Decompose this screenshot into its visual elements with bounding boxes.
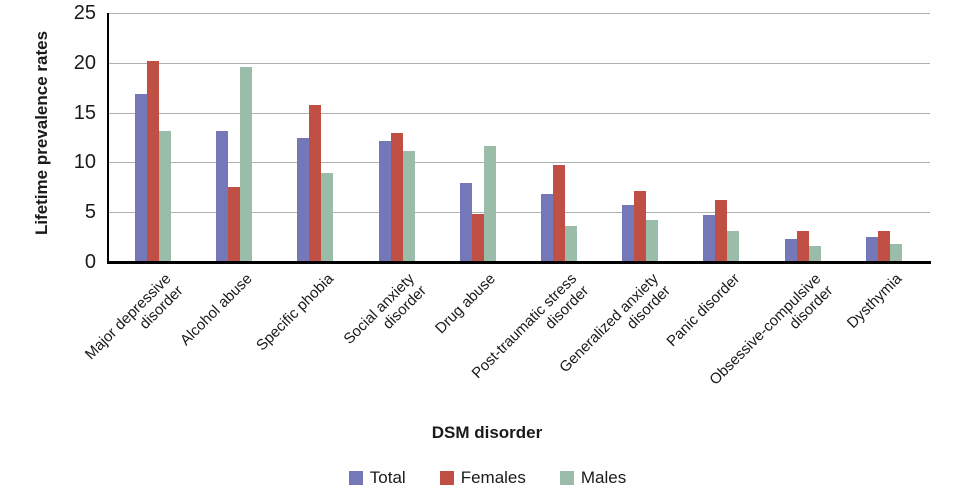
- bar-females: [390, 132, 403, 262]
- bar-males: [646, 220, 659, 262]
- bar-total: [622, 205, 635, 262]
- bar-females: [147, 60, 159, 262]
- bar-total: [297, 137, 310, 262]
- bar-total: [378, 141, 391, 262]
- bar-males: [889, 244, 902, 262]
- bar-males: [240, 66, 253, 262]
- bar-total: [784, 239, 797, 262]
- bar-females: [796, 231, 809, 262]
- legend-label: Total: [369, 468, 406, 487]
- bar-total: [459, 183, 472, 262]
- x-axis-title: DSM disorder: [431, 423, 543, 442]
- y-tick-label: 10: [73, 151, 96, 174]
- legend-label: Males: [580, 468, 627, 487]
- bar-males: [565, 226, 577, 262]
- x-category-label: Alcohol abuse: [176, 270, 256, 349]
- bar-males: [402, 151, 415, 262]
- legend-item-females: Females: [439, 468, 526, 488]
- bar-total: [541, 194, 553, 262]
- legend-swatch: [559, 471, 574, 485]
- x-category-label: Panic disorder: [662, 270, 743, 351]
- legend-item-males: Males: [559, 468, 627, 488]
- bar-females: [309, 104, 322, 262]
- x-category-label: Dysthymia: [843, 270, 906, 332]
- bar-males: [159, 130, 171, 262]
- gridline: [109, 13, 930, 14]
- bar-males: [321, 173, 334, 262]
- bar-total: [216, 130, 229, 262]
- y-axis-line: [107, 13, 109, 263]
- gridline: [109, 112, 930, 114]
- x-category-label: Drug abuse: [432, 270, 500, 338]
- bar-males: [808, 246, 821, 262]
- legend-label: Females: [460, 468, 526, 487]
- bar-females: [877, 231, 890, 262]
- legend: Total Females Males: [0, 468, 975, 488]
- gridline: [109, 62, 930, 64]
- bar-total: [865, 237, 878, 262]
- x-category-label: Major depressive disorder: [81, 270, 187, 364]
- x-axis-line: [107, 261, 931, 264]
- bar-females: [471, 214, 484, 262]
- bar-females: [715, 200, 728, 262]
- legend-swatch: [348, 471, 363, 485]
- y-axis-title: Lifetime prevalence rates: [32, 30, 51, 236]
- legend-swatch: [439, 471, 454, 485]
- gridline: [109, 162, 930, 164]
- x-category-label: Social anxiety disorder: [340, 270, 430, 348]
- y-tick-label: 25: [73, 1, 96, 24]
- y-tick-label: 15: [73, 101, 96, 124]
- bar-females: [634, 191, 647, 262]
- y-tick-label: 5: [84, 201, 96, 224]
- bar-total: [135, 93, 147, 262]
- bar-males: [727, 231, 740, 262]
- y-tick-label: 0: [84, 251, 96, 273]
- bar-females: [228, 187, 241, 262]
- bar-total: [703, 215, 716, 262]
- x-category-label: Specific phobia: [252, 270, 337, 355]
- legend-item-total: Total: [348, 468, 406, 488]
- bar-females: [553, 165, 565, 262]
- bar-males: [483, 146, 496, 262]
- gridline: [109, 212, 930, 214]
- y-tick-label: 20: [73, 51, 96, 74]
